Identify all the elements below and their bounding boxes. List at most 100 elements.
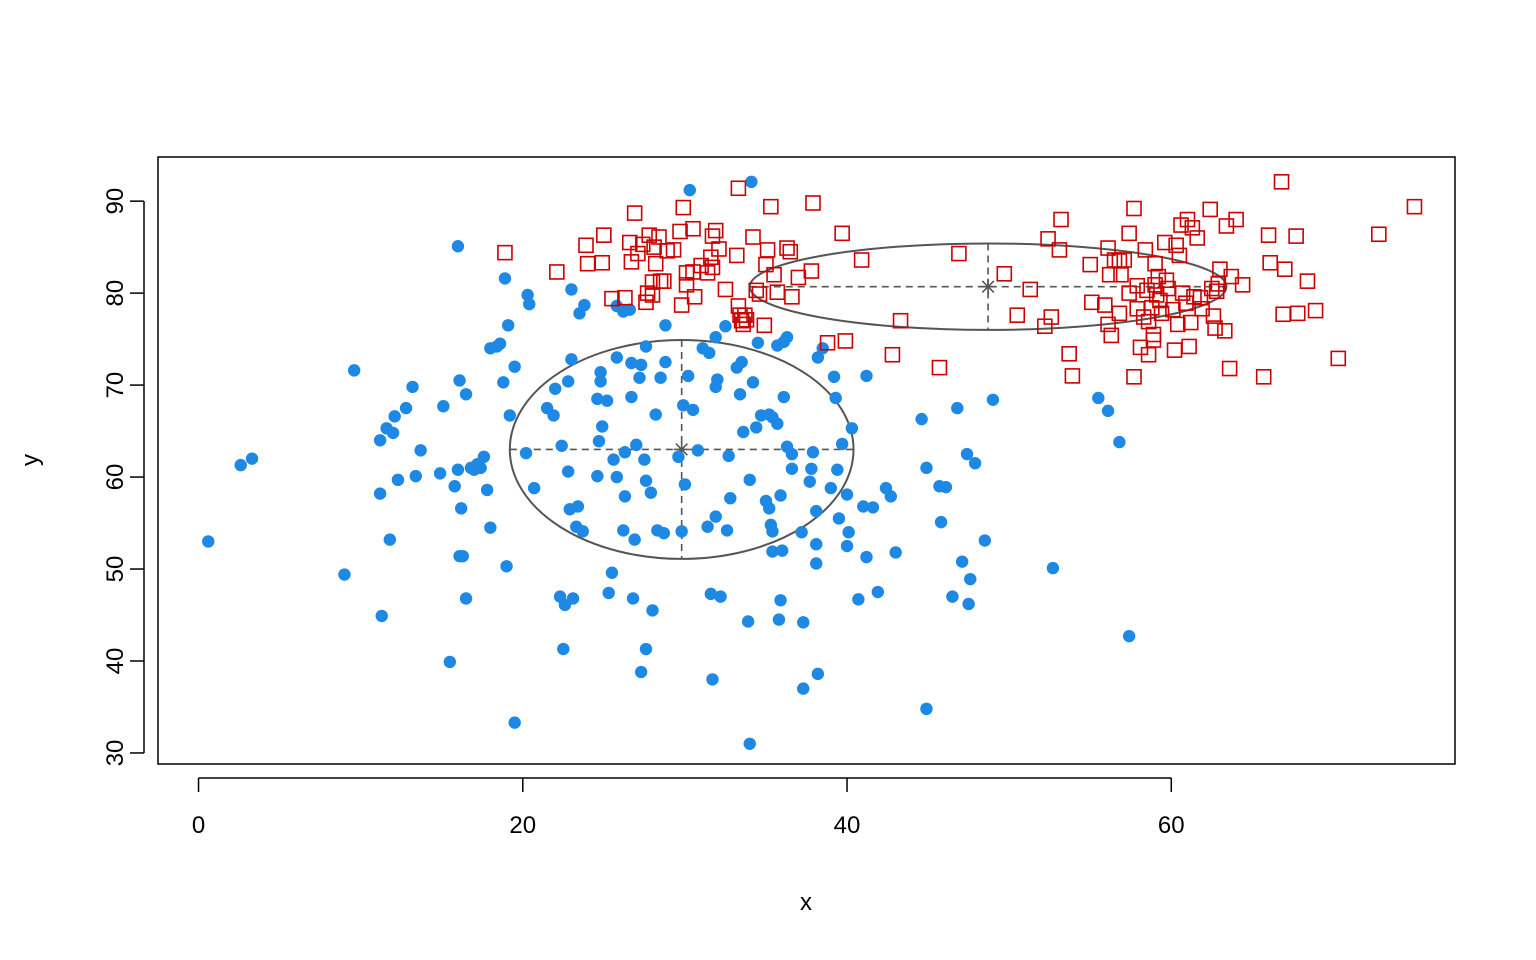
data-point-circle: [618, 490, 632, 503]
data-point-circle: [566, 592, 580, 605]
data-point-square: [1260, 227, 1277, 243]
data-point-circle: [451, 463, 465, 476]
data-point-square: [656, 273, 672, 289]
y-tick-label: 90: [102, 188, 129, 215]
data-point-circle: [774, 489, 787, 502]
data-point-square: [1103, 327, 1120, 344]
data-point-square: [751, 286, 768, 302]
data-point-circle: [709, 331, 722, 344]
data-point-square: [594, 254, 611, 271]
data-point-square: [1171, 247, 1188, 264]
data-point-circle: [832, 512, 846, 525]
data-point-circle: [610, 351, 624, 364]
data-point-circle: [683, 183, 696, 197]
data-point-circle: [591, 469, 604, 483]
data-point-circle: [835, 437, 849, 451]
data-point-square: [1371, 226, 1387, 243]
data-point-square: [837, 333, 854, 349]
data-point-circle: [373, 487, 387, 500]
data-point-square: [853, 252, 870, 268]
data-point-circle: [711, 373, 724, 386]
data-point-circle: [860, 550, 873, 564]
data-point-circle: [600, 394, 614, 407]
data-point-square: [1153, 305, 1170, 322]
data-point-square: [1135, 309, 1152, 325]
data-point-square: [686, 288, 703, 305]
data-point-circle: [557, 642, 570, 656]
data-point-circle: [388, 410, 401, 423]
data-point-circle: [750, 421, 763, 434]
data-point-circle: [500, 560, 513, 573]
data-point-circle: [735, 355, 748, 369]
data-point-square: [578, 237, 594, 254]
data-point-square: [549, 264, 565, 280]
data-point-square: [748, 282, 765, 299]
data-point-circle: [860, 369, 873, 383]
data-point-square: [819, 334, 836, 351]
data-point-circle: [857, 500, 870, 513]
data-point-square: [1207, 320, 1223, 336]
y-tick-label: 80: [102, 280, 129, 307]
data-point-circle: [706, 673, 719, 686]
data-point-circle: [840, 539, 854, 553]
data-point-square: [1330, 350, 1347, 367]
data-point-square: [644, 274, 661, 290]
data-point-circle: [811, 667, 825, 681]
data-point-square: [951, 245, 967, 262]
data-point-square: [805, 195, 821, 211]
data-point-square: [1255, 369, 1272, 385]
data-point-square: [1276, 261, 1293, 278]
data-point-circle: [1046, 561, 1060, 575]
data-point-circle: [451, 240, 465, 253]
data-point-square: [1129, 277, 1146, 294]
data-point-square: [673, 297, 690, 313]
data-point-circle: [964, 572, 977, 586]
data-point-circle: [774, 594, 787, 607]
data-point-square: [717, 281, 734, 298]
data-point-square: [1273, 174, 1290, 190]
data-point-circle: [477, 450, 491, 464]
data-point-circle: [638, 453, 651, 466]
data-point-square: [996, 266, 1013, 282]
data-point-circle: [677, 399, 690, 412]
data-point-square: [1174, 285, 1191, 301]
data-point-square: [931, 359, 948, 376]
data-point-circle: [785, 447, 799, 461]
data-point-circle: [607, 453, 620, 466]
data-point-circle: [803, 475, 816, 488]
data-point-square: [1111, 305, 1128, 322]
data-point-circle: [709, 510, 722, 523]
data-point-square: [892, 312, 909, 329]
data-point-circle: [646, 604, 659, 617]
data-point-circle: [437, 400, 450, 413]
data-point-square: [596, 227, 612, 243]
data-point-square: [1189, 230, 1206, 246]
data-point-circle: [852, 593, 865, 606]
x-tick-label: 0: [192, 812, 205, 839]
data-point-square: [1179, 211, 1196, 228]
data-point-square: [738, 311, 755, 328]
data-point-circle: [771, 417, 784, 430]
data-point-circle: [386, 426, 400, 440]
data-point-circle: [920, 461, 933, 475]
data-point-square: [1223, 268, 1240, 285]
data-point-circle: [523, 297, 536, 311]
data-point-circle: [811, 351, 825, 364]
data-point-circle: [741, 615, 755, 628]
data-point-circle: [746, 376, 760, 389]
data-point-circle: [592, 434, 606, 448]
data-point-square: [1202, 201, 1218, 218]
data-point-square: [834, 225, 850, 242]
data-point-square: [1228, 211, 1244, 228]
x-axis: 0 20 40 60: [192, 777, 1185, 839]
data-point-square: [651, 229, 667, 245]
data-point-circle: [527, 481, 541, 495]
data-point-circle: [763, 502, 776, 515]
data-point-circle: [934, 515, 948, 529]
data-point-square: [647, 255, 664, 272]
data-point-square: [1147, 277, 1163, 293]
data-point-circle: [508, 716, 521, 729]
data-point-square: [1084, 294, 1100, 311]
data-point-square: [756, 317, 773, 334]
